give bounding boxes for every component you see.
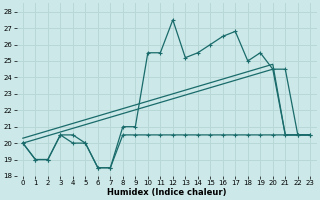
X-axis label: Humidex (Indice chaleur): Humidex (Indice chaleur)	[107, 188, 226, 197]
